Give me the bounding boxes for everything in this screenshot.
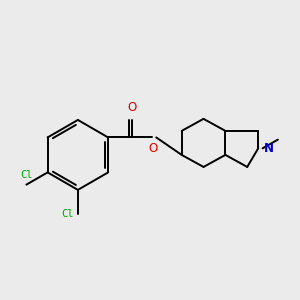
Text: N: N (264, 142, 274, 155)
Text: O: O (148, 142, 158, 155)
Text: Cl: Cl (61, 209, 74, 219)
Text: O: O (128, 101, 137, 115)
Text: Cl: Cl (20, 170, 33, 180)
